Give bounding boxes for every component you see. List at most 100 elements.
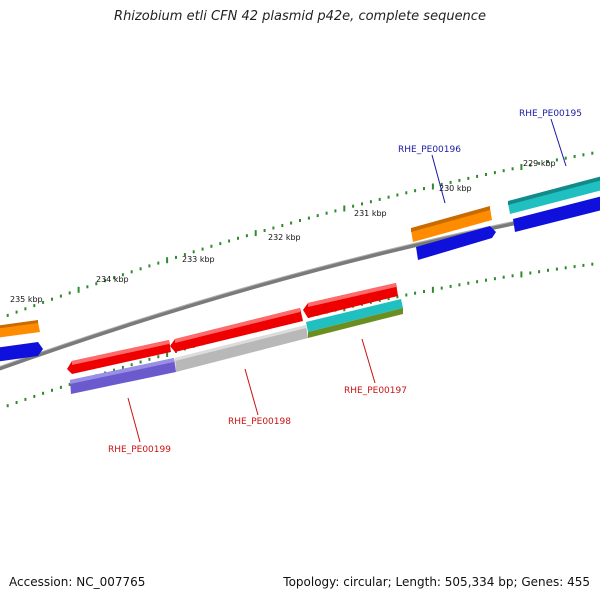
outer-ring-minor-tick (219, 242, 222, 246)
outer-ring-minor-tick (547, 160, 549, 164)
inner-ring-minor-tick (414, 291, 417, 295)
gene-feature-pe00199-red[interactable] (67, 340, 171, 374)
outer-ring-minor-tick (113, 276, 115, 280)
outer-ring-minor-tick (201, 247, 204, 251)
inner-ring-minor-tick (502, 275, 505, 279)
outer-ring-minor-tick (396, 193, 399, 197)
outer-ring-minor-tick (281, 224, 284, 227)
outer-ring-major-tick (77, 286, 80, 293)
outer-ring-minor-tick (511, 167, 514, 171)
inner-ring-minor-tick (68, 382, 71, 386)
inner-ring-minor-tick (121, 365, 124, 369)
topology-summary: Topology: circular; Length: 505,334 bp; … (283, 575, 590, 589)
outer-ring-minor-tick (24, 307, 27, 311)
inner-ring-minor-tick (564, 266, 567, 270)
outer-ring-minor-tick (414, 189, 417, 193)
outer-ring-minor-tick (316, 214, 319, 218)
outer-ring-major-tick (166, 257, 169, 264)
inner-ring-major-tick (520, 271, 523, 278)
outer-ring-minor-tick (352, 204, 355, 208)
outer-ring-minor-tick (263, 229, 266, 232)
scale-label-230: 230 kbp (439, 184, 472, 193)
outer-ring-major-tick (431, 183, 434, 190)
inner-ring-minor-tick (511, 274, 514, 278)
outer-ring-minor-tick (59, 294, 62, 298)
outer-ring-minor-tick (237, 236, 239, 240)
outer-ring-minor-tick (467, 176, 470, 180)
outer-ring-minor-tick (555, 158, 558, 162)
outer-ring-minor-tick (529, 163, 532, 167)
outer-ring-minor-tick (183, 253, 186, 257)
outer-ring-minor-tick (139, 267, 142, 271)
outer-ring-minor-tick (440, 182, 443, 186)
gene-label-pe00199[interactable]: RHE_PE00199 (108, 445, 171, 455)
outer-ring-minor-tick (210, 244, 213, 248)
outer-ring-minor-tick (86, 285, 89, 289)
gene-feature-pe00195-cyan[interactable] (508, 174, 600, 214)
inner-ring-minor-tick (458, 283, 461, 287)
outer-ring-minor-tick (334, 209, 337, 213)
gene-feature-pe00198-gray[interactable] (175, 325, 308, 372)
gene-feature-pe00197-red[interactable] (303, 283, 398, 318)
map-title: Rhizobium etli CFN 42 plasmid p42e, comp… (114, 9, 486, 24)
inner-ring-minor-tick (33, 394, 36, 398)
outer-ring-minor-tick (192, 250, 195, 254)
leader-line-pe00196 (431, 154, 446, 204)
inner-ring-minor-tick (547, 268, 549, 272)
inner-ring-minor-tick (529, 271, 532, 275)
outer-ring-minor-tick (485, 173, 487, 176)
gene-feature-pe00195-blue[interactable] (513, 194, 600, 232)
outer-ring-minor-tick (95, 282, 98, 286)
leader-line-pe00198 (244, 368, 259, 416)
outer-ring-minor-tick (245, 234, 248, 238)
inner-ring-minor-tick (157, 355, 160, 359)
gene-label-pe00198[interactable]: RHE_PE00198 (228, 417, 291, 427)
outer-ring-minor-tick (42, 300, 45, 304)
inner-ring-minor-tick (396, 295, 399, 299)
outer-ring-major-tick (343, 205, 346, 212)
gene-feature-pe00199-slate[interactable] (70, 358, 176, 394)
outer-ring-minor-tick (458, 178, 461, 182)
scale-label-234: 234 kbp (96, 275, 129, 284)
gene-feature-pe00197-olive[interactable] (308, 308, 403, 338)
outer-ring-minor-tick (299, 219, 301, 222)
gene-label-pe00197[interactable]: RHE_PE00197 (344, 386, 407, 396)
outer-ring-minor-tick (290, 221, 293, 225)
inner-ring-major-tick (166, 351, 169, 357)
outer-ring-major-tick (520, 164, 523, 170)
inner-ring-minor-tick (15, 401, 18, 404)
sequence-backbone (0, 204, 600, 371)
scale-label-235: 235 kbp (10, 295, 43, 304)
outer-ring-minor-tick (538, 161, 541, 165)
outer-ring-minor-tick (502, 169, 505, 173)
inner-ring-minor-tick (555, 267, 558, 271)
outer-ring-minor-tick (33, 304, 36, 308)
scale-label-229: 229 kbp (523, 159, 556, 168)
gene-feature-left-orange[interactable] (0, 320, 40, 338)
gene-feature-pe00196-blue[interactable] (416, 226, 496, 260)
outer-ring-minor-tick (449, 180, 452, 184)
outer-ring-minor-tick (175, 255, 177, 259)
inner-ring-minor-tick (591, 262, 594, 266)
outer-ring-minor-tick (573, 155, 576, 158)
outer-ring-minor-tick (272, 226, 275, 230)
inner-ring-minor-tick (573, 265, 576, 269)
inner-ring-minor-tick (148, 357, 151, 361)
inner-ring-minor-tick (42, 391, 45, 395)
outer-tick-ring (6, 151, 594, 317)
gene-feature-pe00198-red[interactable] (170, 308, 303, 352)
leader-line-pe00197 (361, 338, 376, 384)
gene-label-pe00196[interactable]: RHE_PE00196 (398, 145, 461, 155)
gene-feature-pe00197-cyan[interactable] (306, 299, 403, 332)
outer-ring-minor-tick (582, 153, 585, 157)
gene-feature-left-blue[interactable] (0, 342, 43, 362)
accession-text: Accession: NC_007765 (9, 575, 146, 589)
outer-ring-minor-tick (493, 171, 496, 175)
gene-label-pe00195[interactable]: RHE_PE00195 (519, 109, 582, 119)
gene-feature-pe00196-orange[interactable] (411, 206, 492, 242)
outer-ring-minor-tick (68, 291, 71, 295)
inner-ring-minor-tick (476, 280, 479, 284)
inner-ring-minor-tick (440, 286, 443, 290)
outer-ring-major-tick (254, 230, 257, 237)
